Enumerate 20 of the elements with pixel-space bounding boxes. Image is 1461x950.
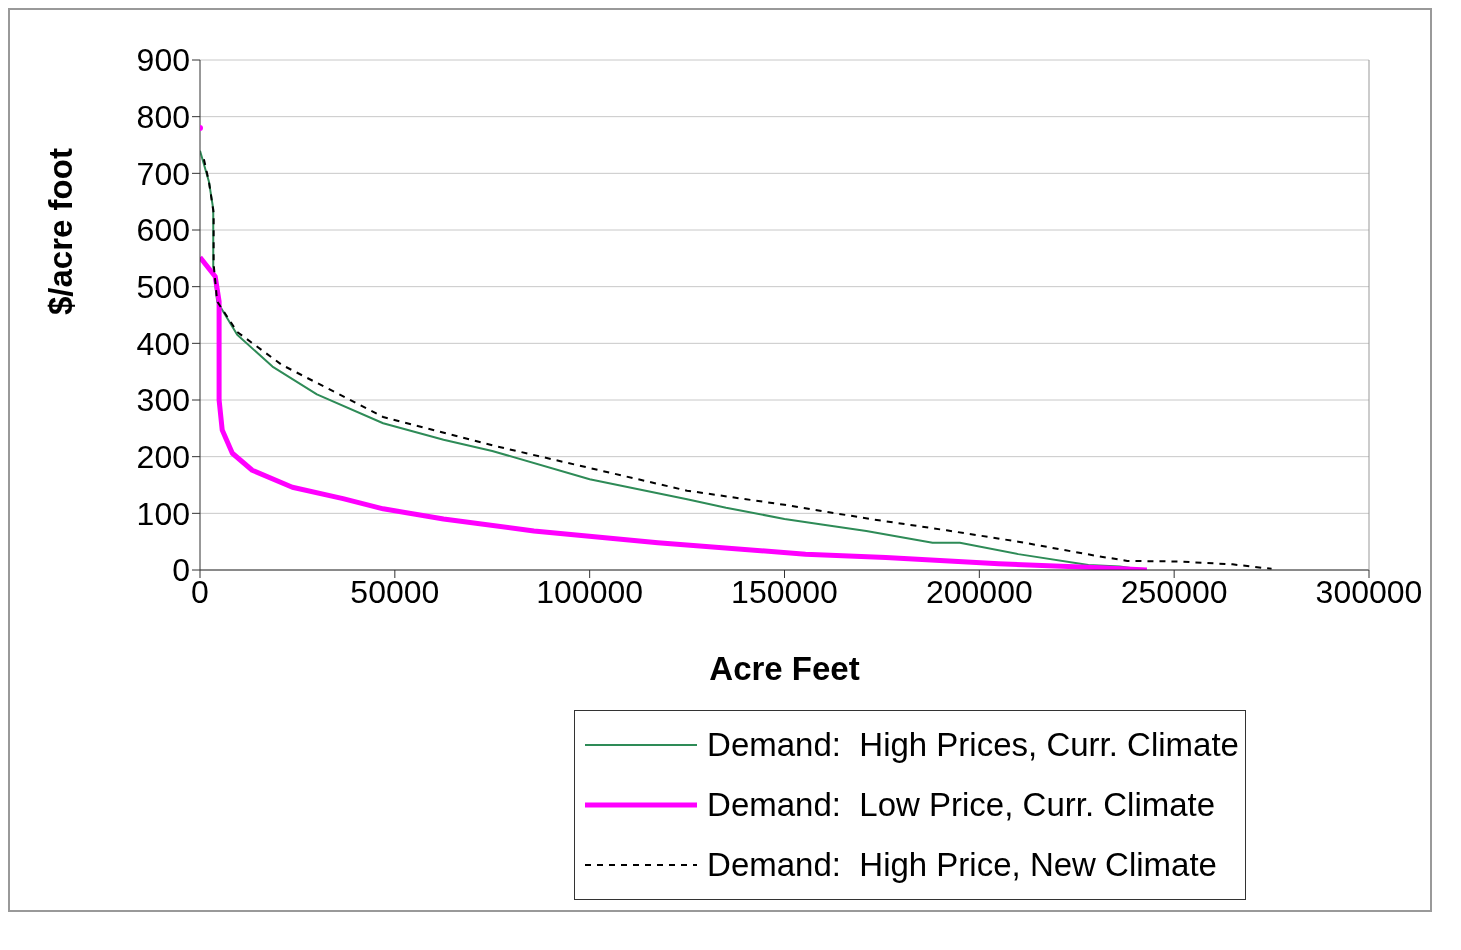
- x-tick-label: 150000: [731, 573, 838, 610]
- y-tick-label: 800: [136, 99, 190, 136]
- x-tick-label: 300000: [1315, 573, 1423, 610]
- legend-label: Demand: Low Price, Curr. Climate: [707, 786, 1216, 824]
- x-tick-label: 250000: [1120, 573, 1228, 610]
- y-tick-label: 900: [136, 42, 190, 79]
- y-tick-label: 500: [136, 269, 190, 306]
- legend-label: Demand: High Prices, Curr. Climate: [707, 726, 1239, 764]
- y-tick-label: 100: [136, 495, 190, 532]
- y-tick-label: 700: [136, 155, 190, 192]
- x-tick-label: 200000: [925, 573, 1033, 610]
- x-tick-label: 50000: [350, 573, 440, 610]
- legend-label: Demand: High Price, New Climate: [707, 846, 1217, 884]
- y-tick-label: 200: [136, 439, 190, 476]
- y-axis-title: $/acre foot: [41, 148, 79, 315]
- x-tick-label: 100000: [536, 573, 644, 610]
- y-tick-label: 600: [136, 212, 190, 249]
- y-tick-label: 400: [136, 325, 190, 362]
- y-tick-label: 300: [136, 382, 190, 419]
- x-axis-title: Acre Feet: [709, 650, 860, 687]
